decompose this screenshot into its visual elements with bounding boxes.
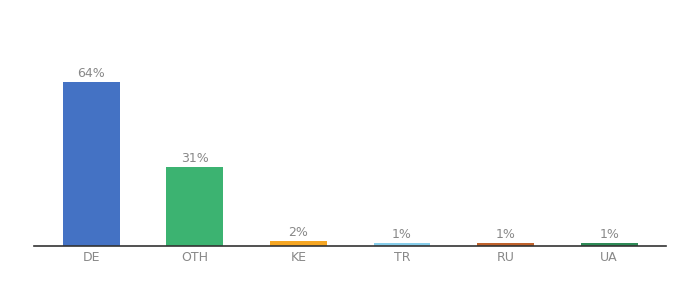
Text: 2%: 2%: [288, 226, 308, 239]
Bar: [63, 82, 120, 246]
Bar: [581, 243, 638, 246]
Text: 1%: 1%: [496, 228, 515, 242]
Text: 1%: 1%: [392, 228, 412, 242]
Bar: [477, 243, 534, 246]
Bar: [270, 241, 327, 246]
Text: 31%: 31%: [181, 152, 209, 165]
Bar: [373, 243, 430, 246]
Bar: [167, 167, 223, 246]
Text: 1%: 1%: [599, 228, 619, 242]
Text: 64%: 64%: [78, 67, 105, 80]
